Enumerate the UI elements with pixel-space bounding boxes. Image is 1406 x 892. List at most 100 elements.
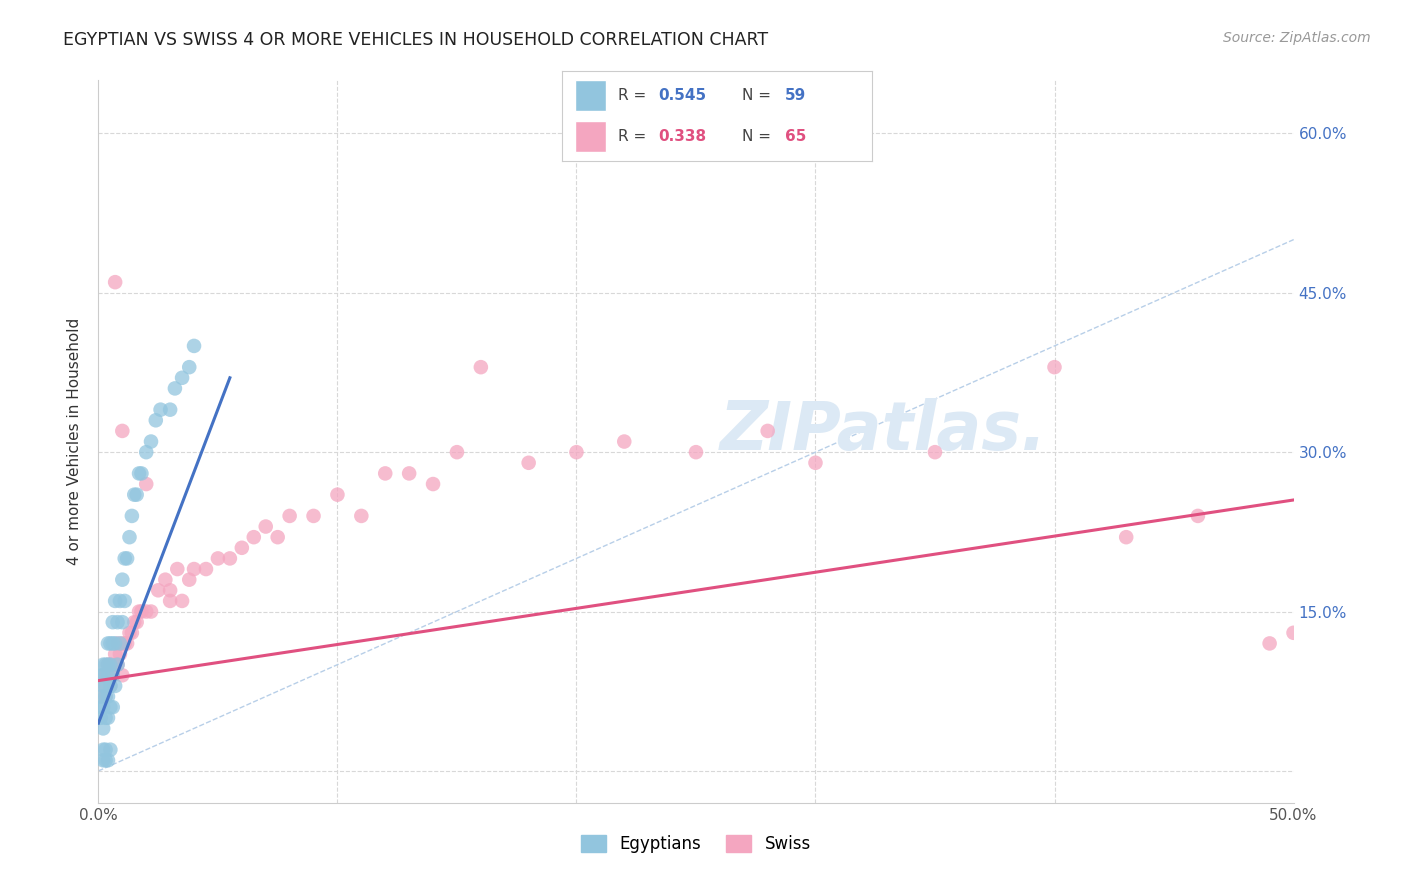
Egyptians [131,467,153,481]
Swiss [98,657,122,672]
Egyptians [94,679,117,693]
Egyptians [97,657,120,672]
Swiss [267,530,290,544]
Egyptians [104,679,127,693]
Egyptians [118,530,141,544]
Swiss [685,445,707,459]
Egyptians [101,636,124,650]
Egyptians [98,742,122,756]
Swiss [111,636,134,650]
Swiss [1282,625,1305,640]
Egyptians [172,371,194,385]
Egyptians [121,508,143,523]
Egyptians [101,615,124,630]
Egyptians [128,467,150,481]
Swiss [101,668,124,682]
Egyptians [135,445,157,459]
Swiss [91,668,114,682]
Swiss [446,445,468,459]
Egyptians [183,339,205,353]
Swiss [135,477,157,491]
Egyptians [111,573,134,587]
Egyptians [139,434,162,449]
Text: ZIPatlas.: ZIPatlas. [720,398,1047,464]
Text: N =: N = [742,88,776,103]
Swiss [135,605,157,619]
Swiss [115,636,138,650]
Egyptians [91,668,114,682]
Egyptians [98,636,122,650]
Egyptians [108,594,131,608]
Swiss [374,467,396,481]
Swiss [302,508,325,523]
Swiss [124,615,146,630]
Swiss [155,573,177,587]
Egyptians [91,679,114,693]
Swiss [104,657,127,672]
Egyptians [159,402,181,417]
Egyptians [90,711,112,725]
Egyptians [91,742,114,756]
Swiss [565,445,588,459]
Swiss [94,668,117,682]
Egyptians [101,668,124,682]
Swiss [254,519,277,533]
Egyptians [94,753,117,767]
Swiss [91,679,114,693]
Egyptians [149,402,172,417]
Text: 59: 59 [785,88,807,103]
Egyptians [104,636,127,650]
Swiss [107,657,129,672]
Swiss [1115,530,1137,544]
Swiss [231,541,253,555]
Egyptians [107,657,129,672]
Swiss [111,424,134,438]
Egyptians [91,700,114,714]
Egyptians [101,700,124,714]
Egyptians [111,615,134,630]
Egyptians [145,413,167,427]
Swiss [118,625,141,640]
Egyptians [104,594,127,608]
Swiss [121,625,143,640]
Swiss [1258,636,1281,650]
Text: EGYPTIAN VS SWISS 4 OR MORE VEHICLES IN HOUSEHOLD CORRELATION CHART: EGYPTIAN VS SWISS 4 OR MORE VEHICLES IN … [63,31,769,49]
Swiss [219,551,242,566]
Text: 0.338: 0.338 [658,129,706,144]
Swiss [398,467,420,481]
Egyptians [97,668,120,682]
Swiss [172,594,194,608]
Swiss [195,562,218,576]
Text: Source: ZipAtlas.com: Source: ZipAtlas.com [1223,31,1371,45]
Legend: Egyptians, Swiss: Egyptians, Swiss [575,828,817,860]
Egyptians [98,679,122,693]
Egyptians [90,690,112,704]
Swiss [125,615,148,630]
Swiss [94,690,117,704]
Text: 0.545: 0.545 [658,88,706,103]
Egyptians [90,700,112,714]
Swiss [183,562,205,576]
Swiss [350,508,373,523]
Swiss [108,647,131,661]
FancyBboxPatch shape [575,121,606,152]
Text: R =: R = [619,88,651,103]
Egyptians [124,488,146,502]
Egyptians [90,668,112,682]
Swiss [159,594,181,608]
Swiss [131,605,153,619]
Swiss [166,562,188,576]
Egyptians [91,753,114,767]
Swiss [104,275,127,289]
FancyBboxPatch shape [575,80,606,111]
Egyptians [94,690,117,704]
Text: 65: 65 [785,129,807,144]
Egyptians [114,551,136,566]
Swiss [326,488,349,502]
Swiss [98,679,122,693]
Swiss [422,477,444,491]
Swiss [924,445,946,459]
Swiss [1187,508,1209,523]
Swiss [1043,360,1066,375]
Swiss [179,573,201,587]
